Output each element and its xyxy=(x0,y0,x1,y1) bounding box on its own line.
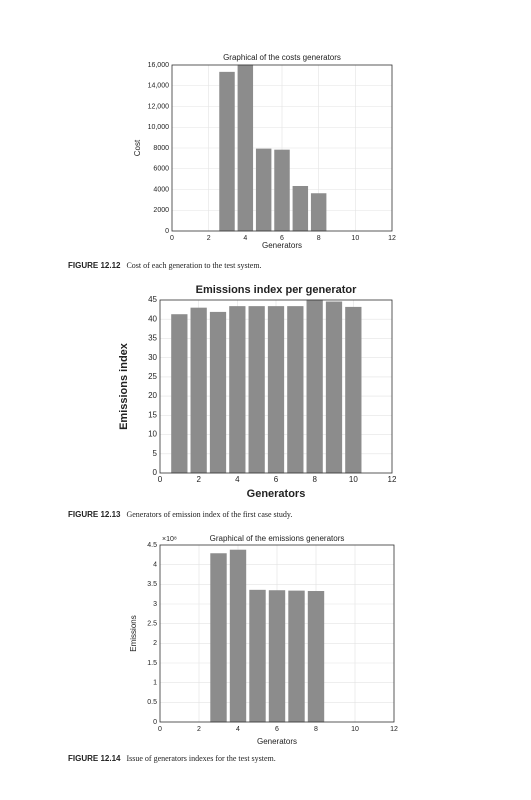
y-tick-label: 30 xyxy=(148,353,157,362)
bar xyxy=(292,185,309,232)
x-tick-label: 4 xyxy=(243,235,247,242)
x-axis-label: Generators xyxy=(257,737,297,746)
bar xyxy=(267,306,285,474)
y-tick-label: 35 xyxy=(148,334,157,343)
bar xyxy=(274,149,290,232)
y-axis-label: Emissions xyxy=(129,615,138,651)
x-tick-label: 4 xyxy=(235,475,240,484)
plot-frame xyxy=(171,64,393,232)
bar xyxy=(325,301,343,474)
x-tick-label: 8 xyxy=(312,475,317,484)
figure-number: FIGURE 12.13 xyxy=(68,510,121,519)
x-tick-label: 6 xyxy=(274,475,279,484)
bar xyxy=(345,306,362,474)
x-tick-label: 10 xyxy=(351,726,359,733)
x-axis-label: Generators xyxy=(247,488,306,500)
y-exponent: ×10⁸ xyxy=(162,536,177,543)
y-tick-label: 0 xyxy=(153,719,157,726)
y-tick-label: 3 xyxy=(153,601,157,608)
y-tick-label: 10,000 xyxy=(148,124,170,131)
x-tick-label: 6 xyxy=(275,726,279,733)
bar xyxy=(219,71,235,232)
y-tick-label: 20 xyxy=(148,391,157,400)
bar xyxy=(307,591,325,723)
bar xyxy=(190,307,207,474)
figure-number: FIGURE 12.14 xyxy=(68,754,121,763)
y-axis-label: Emissions index xyxy=(118,342,130,430)
x-tick-label: 12 xyxy=(388,235,396,242)
y-tick-label: 4000 xyxy=(153,186,169,193)
plot-frame xyxy=(159,544,395,723)
figure-caption: FIGURE 12.12 Cost of each generation to t… xyxy=(68,261,262,270)
x-tick-label: 12 xyxy=(390,726,398,733)
y-tick-label: 8000 xyxy=(153,145,169,152)
y-tick-label: 40 xyxy=(148,314,157,323)
x-tick-label: 8 xyxy=(314,726,318,733)
bar xyxy=(310,193,327,232)
x-tick-label: 2 xyxy=(196,475,201,484)
y-tick-label: 45 xyxy=(148,295,157,304)
chart-title: Graphical of the costs generators xyxy=(223,53,341,62)
x-tick-label: 0 xyxy=(158,475,163,484)
y-tick-label: 5 xyxy=(153,449,158,458)
y-tick-label: 0.5 xyxy=(147,699,157,706)
x-tick-label: 2 xyxy=(207,235,211,242)
plot-frame xyxy=(159,299,393,474)
x-tick-label: 10 xyxy=(351,235,359,242)
bar xyxy=(255,148,272,232)
chart-title: Emissions index per generator xyxy=(196,284,357,296)
x-axis-label: Generators xyxy=(262,241,302,250)
x-tick-label: 10 xyxy=(349,475,358,484)
x-tick-label: 2 xyxy=(197,726,201,733)
x-tick-label: 6 xyxy=(280,235,284,242)
chart-title: Graphical of the emissions generators xyxy=(210,534,345,543)
x-tick-label: 8 xyxy=(317,235,321,242)
y-tick-label: 0 xyxy=(165,228,169,235)
bar xyxy=(248,306,265,474)
y-tick-label: 14,000 xyxy=(148,83,170,90)
bar xyxy=(209,311,227,474)
bar xyxy=(288,590,305,723)
bar xyxy=(268,590,286,723)
y-tick-label: 12,000 xyxy=(148,103,170,110)
y-tick-label: 2000 xyxy=(153,207,169,214)
bar xyxy=(249,589,266,723)
bar xyxy=(306,299,323,474)
x-tick-label: 4 xyxy=(236,726,240,733)
y-tick-label: 10 xyxy=(148,430,157,439)
figure-caption: FIGURE 12.14 Issue of generators indexes … xyxy=(68,754,276,763)
x-tick-label: 0 xyxy=(170,235,174,242)
y-tick-label: 2.5 xyxy=(147,621,157,628)
y-axis-label: Cost xyxy=(133,139,142,156)
bar xyxy=(237,64,254,232)
y-tick-label: 6000 xyxy=(153,166,169,173)
y-tick-label: 1.5 xyxy=(147,660,157,667)
x-tick-label: 0 xyxy=(158,726,162,733)
bar xyxy=(229,549,247,723)
figure-number: FIGURE 12.12 xyxy=(68,261,121,270)
y-tick-label: 25 xyxy=(148,372,157,381)
y-tick-label: 16,000 xyxy=(148,62,170,69)
y-tick-label: 2 xyxy=(153,640,157,647)
y-tick-label: 4.5 xyxy=(147,542,157,549)
bar xyxy=(229,306,246,474)
bar xyxy=(287,306,304,474)
caption-text: Generators of emission index of the firs… xyxy=(126,510,292,519)
bar xyxy=(210,553,227,723)
bar xyxy=(171,314,188,474)
y-tick-label: 15 xyxy=(148,410,157,419)
y-tick-label: 0 xyxy=(153,468,158,477)
y-tick-label: 1 xyxy=(153,680,157,687)
caption-text: Issue of generators indexes for the test… xyxy=(126,754,275,763)
figure-caption: FIGURE 12.13 Generators of emission index… xyxy=(68,510,292,519)
y-tick-label: 3.5 xyxy=(147,581,157,588)
y-tick-label: 4 xyxy=(153,562,157,569)
caption-text: Cost of each generation to the test syst… xyxy=(126,261,261,270)
x-tick-label: 12 xyxy=(388,475,397,484)
